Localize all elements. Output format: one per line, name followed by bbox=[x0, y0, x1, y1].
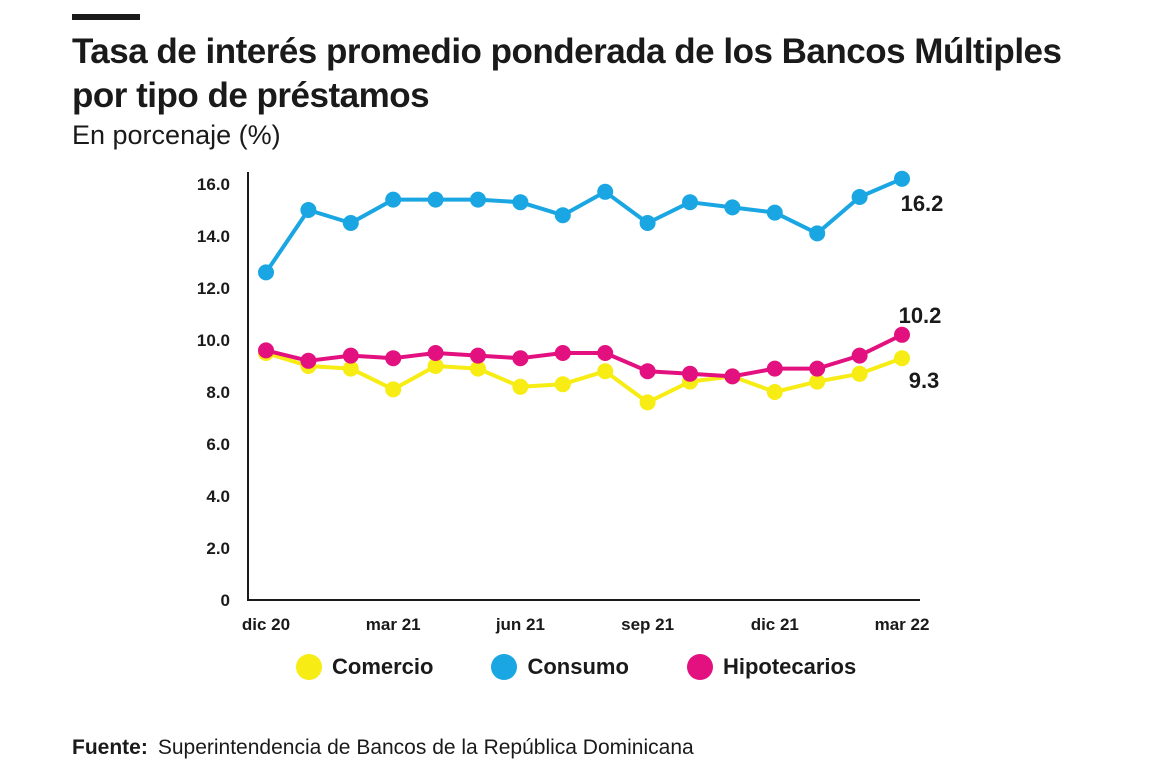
data-point-consumo bbox=[682, 194, 698, 211]
data-point-comercio bbox=[427, 358, 444, 374]
data-point-consumo bbox=[766, 204, 783, 221]
data-point-consumo bbox=[597, 183, 614, 200]
data-point-hipotecarios bbox=[342, 347, 359, 364]
data-point-consumo bbox=[639, 215, 656, 231]
data-point-comercio bbox=[639, 394, 656, 411]
x-tick-label: mar 22 bbox=[875, 615, 930, 634]
y-tick-label: 4.0 bbox=[206, 487, 230, 506]
data-point-consumo bbox=[894, 170, 910, 187]
data-point-comercio bbox=[766, 384, 783, 400]
data-point-hipotecarios bbox=[597, 345, 614, 361]
data-point-comercio bbox=[512, 378, 529, 395]
data-point-comercio bbox=[894, 350, 910, 367]
data-point-comercio bbox=[470, 360, 486, 377]
end-value-label-hipotecarios: 10.2 bbox=[899, 303, 942, 328]
data-point-comercio bbox=[597, 363, 614, 380]
x-tick-label: mar 21 bbox=[366, 615, 421, 634]
data-point-comercio bbox=[554, 376, 571, 393]
source-text: Superintendencia de Bancos de la Repúbli… bbox=[157, 736, 694, 759]
data-point-consumo bbox=[427, 191, 444, 208]
legend-label-comercio: Comercio bbox=[332, 654, 434, 679]
x-tick-label: dic 21 bbox=[751, 615, 799, 634]
chart-title: Tasa de interés promedio ponderada de lo… bbox=[72, 32, 1062, 115]
data-point-hipotecarios bbox=[766, 360, 783, 377]
data-point-consumo bbox=[851, 189, 868, 205]
data-point-consumo bbox=[554, 207, 571, 224]
y-tick-label: 12.0 bbox=[197, 279, 230, 298]
x-tick-label: dic 20 bbox=[242, 615, 290, 634]
data-point-hipotecarios bbox=[639, 363, 656, 380]
data-point-consumo bbox=[724, 199, 741, 216]
legend-item-comercio: Comercio bbox=[296, 654, 433, 680]
data-point-hipotecarios bbox=[385, 350, 402, 367]
y-tick-label: 8.0 bbox=[206, 383, 230, 402]
data-point-hipotecarios bbox=[470, 347, 486, 364]
legend-swatch-comercio bbox=[296, 654, 322, 680]
data-point-consumo bbox=[470, 191, 486, 208]
y-tick-label: 0 bbox=[221, 591, 230, 610]
y-tick-label: 14.0 bbox=[197, 227, 230, 246]
data-point-comercio bbox=[809, 373, 826, 390]
data-point-hipotecarios bbox=[427, 345, 444, 361]
data-point-hipotecarios bbox=[512, 350, 529, 367]
data-point-consumo bbox=[512, 194, 529, 211]
data-point-hipotecarios bbox=[554, 345, 571, 361]
data-point-hipotecarios bbox=[682, 365, 698, 382]
data-point-consumo bbox=[300, 202, 317, 218]
legend-item-hipotecarios: Hipotecarios bbox=[686, 654, 857, 680]
top-accent-bar bbox=[72, 14, 140, 20]
data-point-comercio bbox=[385, 381, 402, 398]
series-line-hipotecarios bbox=[264, 332, 904, 379]
chart-subtitle: En porcenaje (%) bbox=[72, 120, 281, 150]
legend-label-hipotecarios: Hipotecarios bbox=[722, 654, 857, 679]
y-tick-label: 16.0 bbox=[197, 175, 230, 194]
legend: Comercio Consumo Hipotecarios bbox=[296, 654, 856, 680]
data-point-hipotecarios bbox=[258, 342, 274, 359]
series-line-consumo bbox=[264, 176, 904, 275]
data-point-consumo bbox=[342, 215, 359, 231]
data-point-comercio bbox=[342, 360, 359, 377]
legend-item-consumo: Consumo bbox=[491, 654, 629, 680]
data-point-hipotecarios bbox=[851, 347, 868, 364]
y-tick-label: 2.0 bbox=[206, 539, 230, 558]
data-point-consumo bbox=[258, 264, 274, 281]
series-line-comercio bbox=[264, 351, 904, 405]
x-tick-label: jun 21 bbox=[495, 615, 545, 634]
source-note: Fuente: Superintendencia de Bancos de la … bbox=[72, 736, 694, 760]
data-point-hipotecarios bbox=[300, 352, 317, 369]
legend-swatch-consumo bbox=[491, 654, 518, 680]
legend-swatch-hipotecarios bbox=[686, 654, 713, 680]
end-value-label-consumo: 16.2 bbox=[901, 191, 944, 216]
x-tick-label: sep 21 bbox=[621, 615, 674, 634]
data-point-hipotecarios bbox=[809, 360, 826, 377]
data-point-consumo bbox=[809, 225, 826, 242]
y-tick-label: 10.0 bbox=[197, 331, 230, 350]
end-value-label-comercio: 9.3 bbox=[909, 368, 940, 393]
source-label: Fuente: bbox=[72, 736, 148, 759]
legend-label-consumo: Consumo bbox=[527, 654, 629, 679]
data-point-comercio bbox=[851, 365, 868, 382]
data-point-consumo bbox=[385, 191, 402, 208]
y-tick-label: 6.0 bbox=[206, 435, 230, 454]
data-point-hipotecarios bbox=[724, 368, 741, 385]
data-point-hipotecarios bbox=[894, 326, 910, 343]
